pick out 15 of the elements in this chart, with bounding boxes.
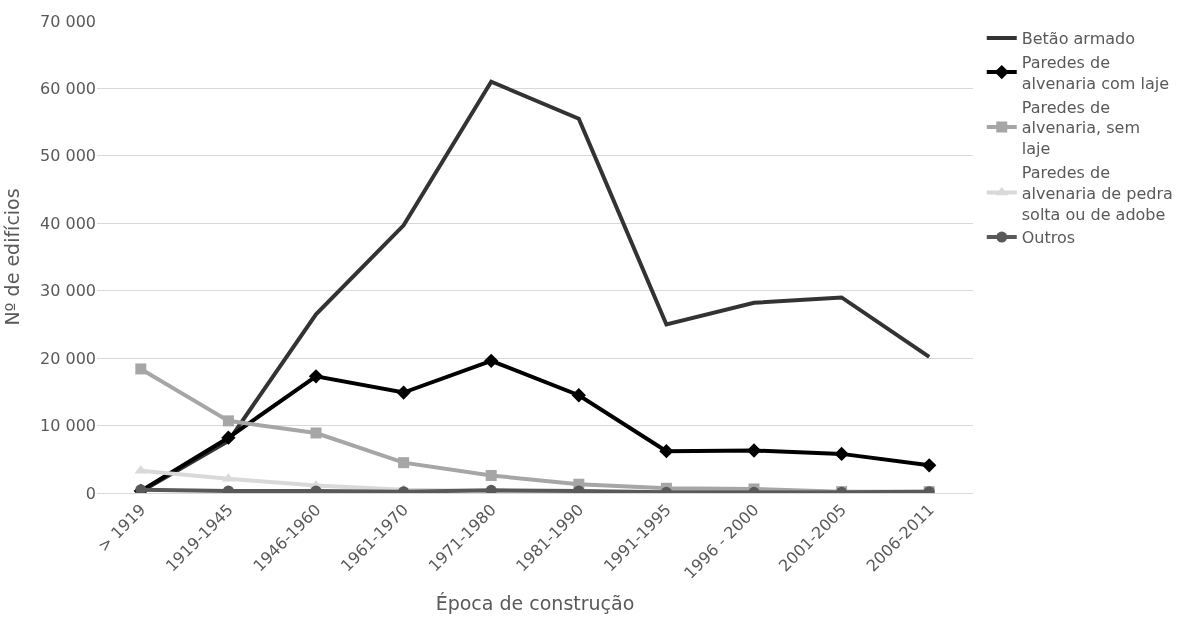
y-tick-label: 10 000: [40, 416, 96, 436]
legend-label: Paredes de alvenaria de pedra solta ou de adobe: [1021, 162, 1173, 224]
x-axis-title: Época de construção: [435, 592, 635, 615]
y-tick-label: 20 000: [40, 348, 96, 368]
legend-label: Paredes de alvenaria, sem laje: [1021, 97, 1141, 159]
y-tick-label: 40 000: [40, 213, 96, 233]
legend-label: Betão armado: [1021, 29, 1135, 49]
legend-label: Outros: [1021, 228, 1076, 248]
legend-label: Paredes de alvenaria com laje: [1021, 52, 1169, 93]
y-tick-label: 0: [85, 483, 96, 503]
y-axis-title: Nº de edifícios: [0, 188, 23, 326]
y-tick-label: 60 000: [40, 79, 96, 99]
y-tick-label: 70 000: [40, 11, 96, 31]
y-tick-label: 50 000: [40, 146, 96, 166]
y-tick-label: 30 000: [40, 281, 96, 301]
